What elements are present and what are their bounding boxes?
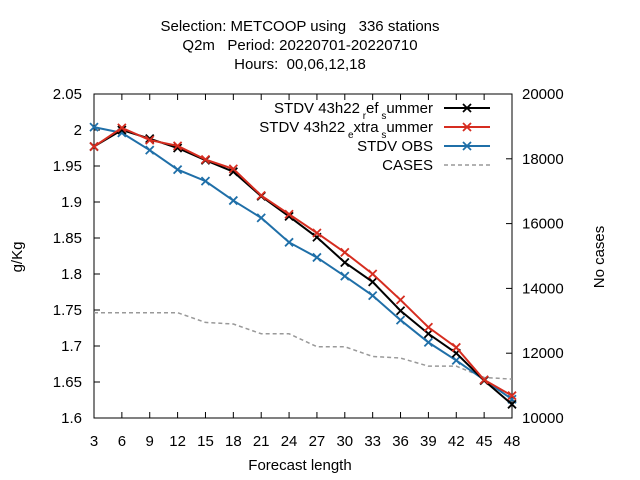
x-tick-label: 9 <box>146 433 154 450</box>
y2-axis-label: No cases <box>591 226 608 289</box>
data-point <box>312 228 322 238</box>
chart-title-line-2: Q2m Period: 20220701-20220710 <box>182 37 418 54</box>
x-tick-label: 15 <box>197 433 214 450</box>
data-point <box>507 391 517 401</box>
series-stdv-43h22xtra <box>89 123 517 401</box>
data-point <box>200 154 211 165</box>
data-point <box>462 122 472 132</box>
x-tick-label: 36 <box>392 433 409 450</box>
x-tick-label: 39 <box>420 433 437 450</box>
data-point <box>368 277 378 287</box>
x-tick-label: 18 <box>225 433 242 450</box>
y2-tick-label: 12000 <box>522 345 564 362</box>
data-point <box>368 269 378 279</box>
data-point <box>172 164 183 175</box>
data-point <box>200 176 211 186</box>
data-point <box>340 247 350 258</box>
x-axis-label: Forecast length <box>248 457 351 474</box>
data-point <box>284 209 294 219</box>
axis-ticks: 3 6 9 12 15 18 21 24 27 30 33 36 39 42 45 481.61.651.71… <box>53 86 564 450</box>
y-tick-label: 1.6 <box>61 410 82 427</box>
y-tick-label: 1.75 <box>53 302 82 319</box>
series-line <box>94 311 513 380</box>
x-tick-label: 42 <box>448 433 465 450</box>
data-point <box>395 315 406 325</box>
data-point <box>451 342 461 353</box>
y2-tick-label: 10000 <box>522 410 564 427</box>
data-point <box>462 103 472 113</box>
series-layer <box>89 122 517 409</box>
y-tick-label: 1.9 <box>61 194 82 211</box>
y-tick-label: 1.65 <box>53 374 82 391</box>
y2-tick-label: 20000 <box>522 86 564 103</box>
data-point <box>312 252 322 263</box>
x-tick-label: 3 <box>90 433 98 450</box>
data-point <box>228 164 238 174</box>
data-point <box>89 141 99 152</box>
x-tick-label: 33 <box>364 433 381 450</box>
data-point <box>368 290 378 301</box>
chart-title-line-1: Selection: METCOOP using 336 stations <box>160 18 440 35</box>
data-point <box>395 295 406 305</box>
data-point <box>451 355 461 366</box>
data-point <box>284 237 294 247</box>
chart-title-line-3: Hours: 00,06,12,18 <box>234 56 366 73</box>
y-tick-label: 1.85 <box>53 230 82 247</box>
x-tick-label: 30 <box>336 433 353 450</box>
legend-label: STDV 43h22 ref summer <box>274 100 433 122</box>
x-tick-label: 6 <box>118 433 126 450</box>
y-axis-label: g/Kg <box>9 242 26 273</box>
plot-frame <box>93 93 513 419</box>
series-line <box>93 128 513 406</box>
data-point <box>340 257 350 268</box>
y2-tick-label: 16000 <box>522 216 564 233</box>
data-point <box>145 135 155 145</box>
data-point <box>479 375 489 385</box>
series-cases <box>94 311 513 380</box>
x-tick-label: 27 <box>309 433 326 450</box>
y2-tick-label: 18000 <box>522 151 564 168</box>
data-point <box>228 167 238 177</box>
data-point <box>89 122 99 132</box>
data-point <box>117 123 127 133</box>
data-point <box>284 211 294 222</box>
data-point <box>423 322 434 332</box>
data-point <box>256 213 266 223</box>
data-point <box>423 337 434 348</box>
legend-label: CASES <box>382 157 433 174</box>
legend-label: STDV 43h22 extra summer <box>259 119 433 141</box>
x-tick-label: 48 <box>504 433 521 450</box>
data-point <box>340 271 350 281</box>
data-point <box>462 141 472 151</box>
data-point <box>145 145 155 155</box>
data-point <box>117 125 127 135</box>
data-point <box>507 399 517 409</box>
y-tick-label: 1.95 <box>53 158 82 175</box>
series-line <box>93 126 513 397</box>
x-tick-label: 12 <box>169 433 186 450</box>
data-point <box>172 141 183 151</box>
y2-tick-label: 14000 <box>522 280 564 297</box>
series-line <box>93 126 513 401</box>
y-tick-label: 2 <box>74 122 82 139</box>
data-point <box>395 306 406 316</box>
data-point <box>228 195 238 206</box>
y-tick-label: 1.8 <box>61 266 82 283</box>
legend-label: STDV OBS <box>357 138 433 155</box>
y-tick-label: 2.05 <box>53 86 82 103</box>
y-tick-label: 1.7 <box>61 338 82 355</box>
data-point <box>256 190 266 201</box>
x-tick-label: 24 <box>281 433 298 450</box>
x-tick-label: 45 <box>476 433 493 450</box>
x-tick-label: 21 <box>253 433 270 450</box>
